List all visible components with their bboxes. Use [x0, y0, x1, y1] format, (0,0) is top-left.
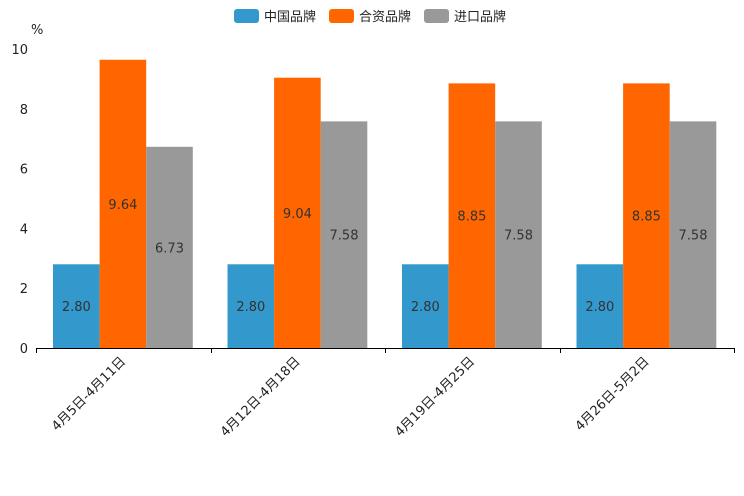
bar — [320, 121, 368, 348]
legend-swatch — [424, 9, 449, 23]
bar — [402, 264, 449, 348]
x-tick-label: 4月12日-4月18日 — [218, 354, 304, 440]
bar — [99, 59, 147, 348]
x-tick-label: 4月26日-5月2日 — [573, 354, 653, 434]
y-tick-label: 0 — [20, 342, 28, 357]
data-label: 7.58 — [330, 229, 359, 244]
data-label: 2.80 — [411, 300, 440, 315]
bar — [495, 121, 542, 348]
data-label: 2.80 — [62, 300, 91, 315]
x-tick-label: 4月5日-4月11日 — [49, 354, 129, 434]
y-tick-label: 8 — [20, 103, 28, 118]
data-label: 7.58 — [504, 229, 533, 244]
bar — [146, 146, 193, 348]
x-axis: 4月5日-4月11日 4月12日-4月18日 4月19日-4月25日 4月26日-5月… — [36, 348, 735, 440]
bar — [53, 264, 100, 348]
y-axis-unit-label: % — [31, 23, 43, 38]
data-label: 8.85 — [632, 210, 661, 225]
data-label: 8.85 — [457, 210, 486, 225]
y-tick-label: 6 — [20, 163, 28, 178]
y-tick-label: 4 — [20, 222, 28, 237]
data-label: 6.73 — [155, 241, 184, 256]
data-label: 2.80 — [585, 300, 614, 315]
y-axis: 0 2 4 6 8 10 — [11, 43, 28, 357]
y-tick-label: 2 — [20, 282, 28, 297]
bar — [669, 121, 717, 348]
data-label: 9.64 — [108, 198, 137, 213]
legend-label: 中国品牌 — [264, 9, 316, 25]
legend-swatch — [329, 9, 354, 23]
bar — [274, 77, 321, 348]
bars: 2.80 2.80 2.80 2.80 9.64 9.04 8.85 8.85 6.73 7.58… — [53, 59, 717, 348]
data-label: 9.04 — [283, 207, 312, 222]
legend: 中国品牌 合资品牌 进口品牌 — [234, 9, 506, 25]
legend-label: 进口品牌 — [454, 9, 506, 25]
legend-label: 合资品牌 — [359, 9, 411, 25]
data-label: 2.80 — [236, 300, 265, 315]
y-tick-label: 10 — [11, 43, 28, 58]
legend-swatch — [234, 9, 259, 23]
bar — [623, 83, 670, 348]
data-label: 7.58 — [679, 229, 708, 244]
bar — [448, 83, 496, 348]
bar — [227, 264, 275, 348]
x-tick-label: 4月19日-4月25日 — [392, 354, 478, 440]
bar — [576, 264, 624, 348]
